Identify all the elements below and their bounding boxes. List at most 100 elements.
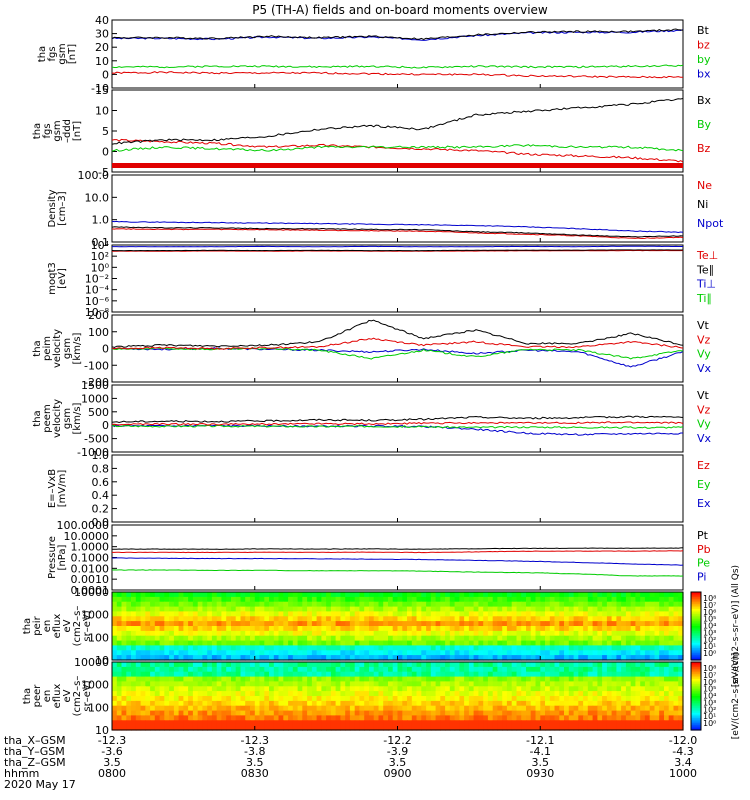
heatmap-cell <box>611 686 617 692</box>
heatmap-cell <box>173 710 180 717</box>
heatmap-cell <box>468 715 475 721</box>
heatmap-cell <box>549 630 556 637</box>
heatmap-cell <box>640 621 646 627</box>
heatmap-cell <box>487 691 494 697</box>
heatmap-cell <box>250 715 256 721</box>
heatmap-cell <box>530 611 537 617</box>
heatmap-cell <box>283 640 289 647</box>
heatmap-cell <box>226 686 232 692</box>
heatmap-cell <box>131 700 137 707</box>
heatmap-cell <box>664 725 670 731</box>
heatmap-cell <box>506 715 513 721</box>
heatmap-cell <box>464 630 470 637</box>
heatmap-cell <box>545 662 551 668</box>
heatmap-cell <box>540 635 546 642</box>
heatmap-cell <box>511 596 518 603</box>
heatmap-cell <box>445 686 451 692</box>
heatmap-cell <box>388 626 394 632</box>
heatmap-cell <box>483 725 489 731</box>
heatmap-cell <box>511 676 518 683</box>
heatmap-cell <box>625 681 632 687</box>
heatmap-cell <box>269 596 275 603</box>
heatmap-cell <box>521 621 527 627</box>
heatmap-cell <box>506 655 513 661</box>
heatmap-cell <box>188 621 194 627</box>
heatmap-cell <box>221 700 227 707</box>
heatmap-cell <box>216 655 223 661</box>
heatmap-cell <box>587 691 594 697</box>
heatmap-cell <box>207 601 213 608</box>
heatmap-cell <box>578 655 584 661</box>
heatmap-cell <box>578 681 584 687</box>
heatmap-cell <box>330 662 337 668</box>
legend-entry: Ne <box>697 179 712 192</box>
heatmap-cell <box>335 611 341 617</box>
heatmap-cell <box>183 640 189 647</box>
heatmap-cell <box>302 640 308 647</box>
heatmap-cell <box>154 691 161 697</box>
heatmap-cell <box>269 700 275 707</box>
heatmap-cell <box>559 645 565 651</box>
heatmap-cell <box>635 645 641 651</box>
heatmap-cell <box>602 616 608 622</box>
heatmap-cell <box>440 621 446 627</box>
heatmap-cell <box>254 616 261 622</box>
heatmap-cell <box>326 691 332 697</box>
heatmap-cell <box>402 681 408 687</box>
heatmap-cell <box>311 676 318 683</box>
heatmap-cell <box>369 635 375 642</box>
heatmap-cell <box>259 725 265 731</box>
heatmap-cell <box>354 655 361 661</box>
heatmap-cell <box>178 720 184 726</box>
heatmap-cell <box>545 650 551 656</box>
heatmap-cell <box>330 650 337 656</box>
heatmap-cell <box>302 696 308 702</box>
heatmap-cell <box>430 601 437 608</box>
heatmap-cell <box>549 676 556 683</box>
y-axis-label: peem <box>42 404 53 432</box>
heatmap-cell <box>383 640 389 647</box>
heatmap-cell <box>597 592 603 598</box>
heatmap-cell <box>654 596 660 603</box>
heatmap-cell <box>630 606 637 613</box>
heatmap-cell <box>592 650 598 656</box>
heatmap-cell <box>411 671 418 678</box>
heatmap-cell <box>535 655 541 661</box>
heatmap-cell <box>359 650 365 656</box>
heatmap-cell <box>625 601 632 608</box>
heatmap-cell <box>568 700 575 707</box>
heatmap-cell <box>126 621 132 627</box>
heatmap-cell <box>621 671 627 678</box>
heatmap-cell <box>135 676 142 683</box>
heatmap-cell <box>373 606 380 613</box>
heatmap-cell <box>635 621 641 627</box>
legend-entry: by <box>697 53 711 66</box>
heatmap-cell <box>378 666 384 673</box>
heatmap-cell <box>150 596 156 603</box>
heatmap-cell <box>468 592 475 598</box>
colorbar-segment <box>691 617 701 620</box>
heatmap-cell <box>169 611 175 617</box>
heatmap-cell <box>440 645 446 651</box>
heatmap-cell <box>630 681 637 687</box>
heatmap-cell <box>445 606 451 613</box>
heatmap-cell <box>459 611 465 617</box>
heatmap-cell <box>226 606 232 613</box>
heatmap-cell <box>240 686 246 692</box>
heatmap-cell <box>302 611 308 617</box>
heatmap-cell <box>297 611 303 617</box>
heatmap-cell <box>473 671 479 678</box>
heatmap-cell <box>292 601 299 608</box>
heatmap-cell <box>649 650 656 656</box>
y-axis-label: peim <box>42 336 53 361</box>
heatmap-cell <box>150 696 156 702</box>
heatmap-cell <box>668 630 675 637</box>
heatmap-cell <box>164 696 170 702</box>
heatmap-cell <box>497 645 503 651</box>
heatmap-cell <box>188 611 194 617</box>
heatmap-cell <box>197 626 204 632</box>
heatmap-cell <box>487 640 494 647</box>
heatmap-cell <box>644 681 651 687</box>
heatmap-cell <box>392 606 399 613</box>
heatmap-cell <box>359 705 365 712</box>
